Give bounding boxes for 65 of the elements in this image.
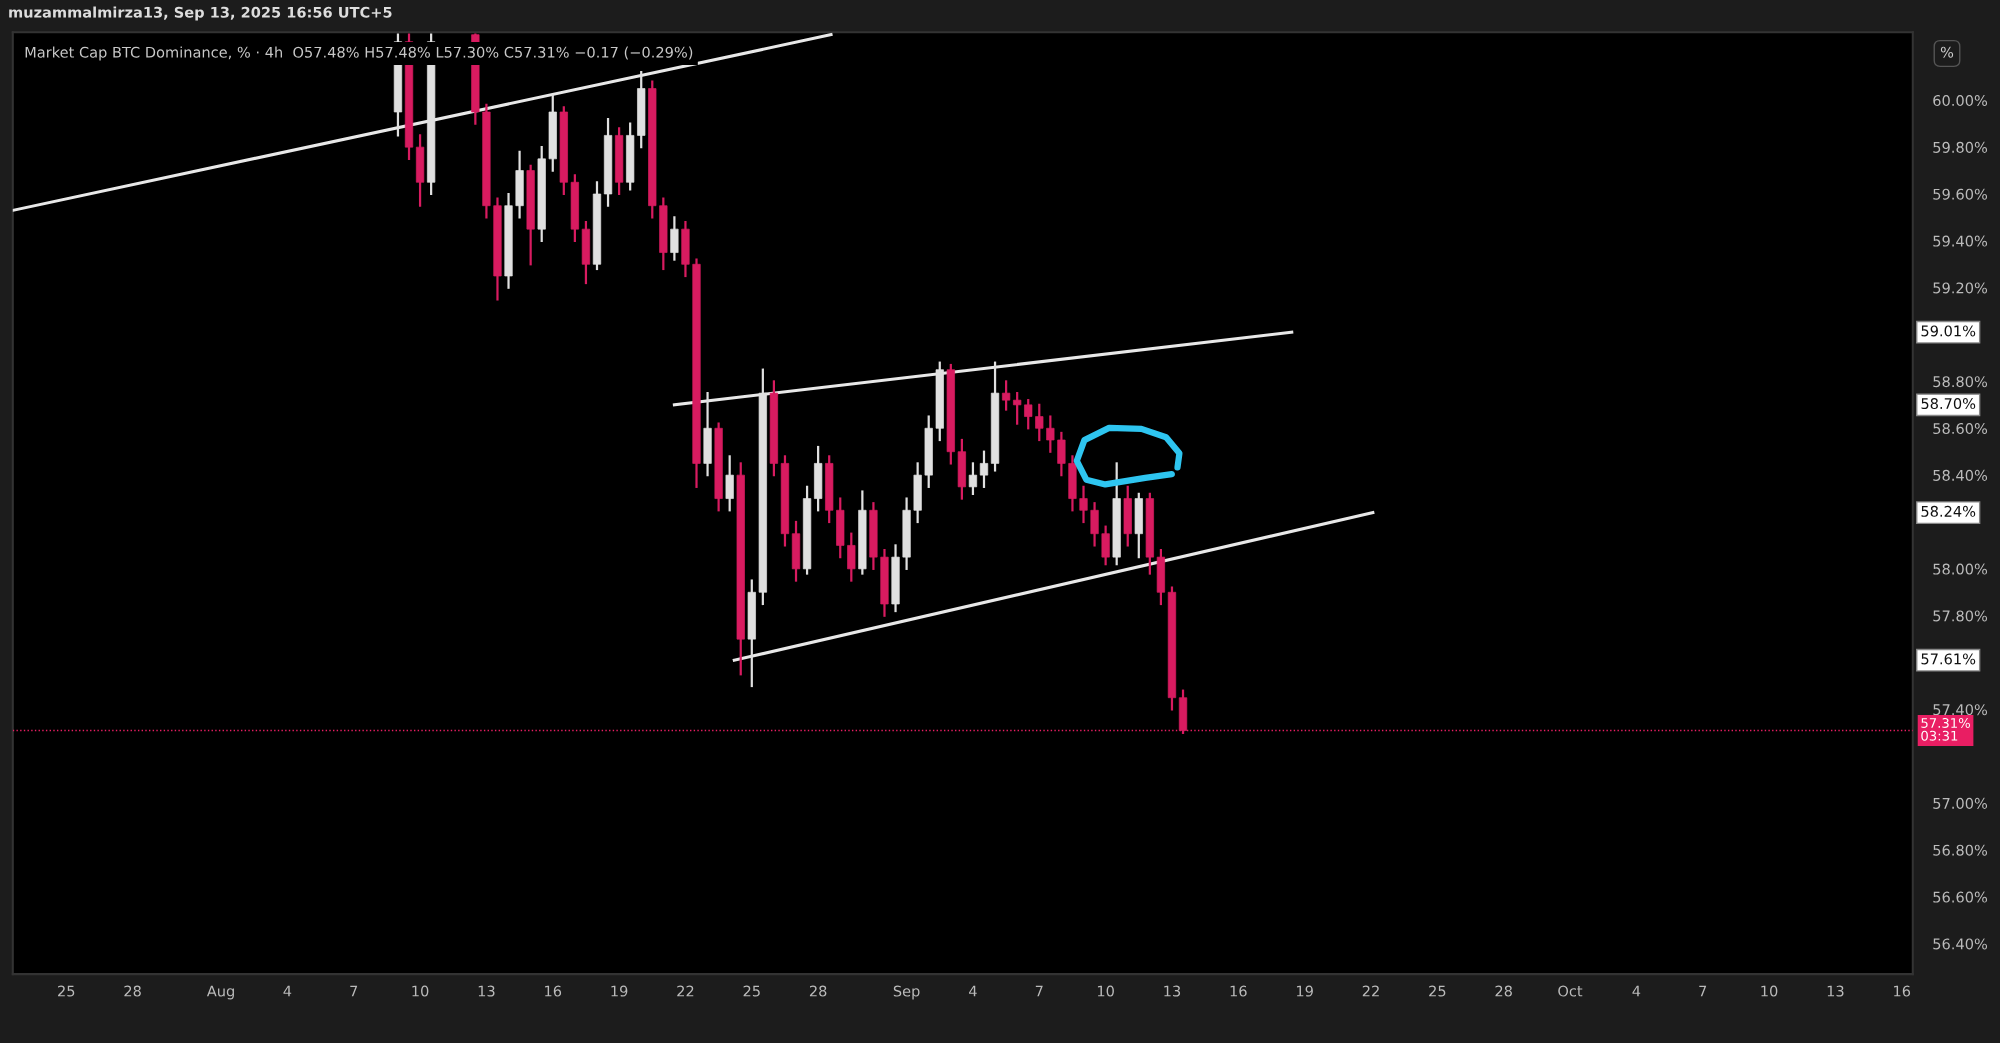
- x-tick-label: 4: [1632, 985, 1641, 997]
- x-tick-label: Oct: [1558, 985, 1583, 997]
- x-tick-label: 10: [412, 985, 429, 997]
- candlestick: [1057, 431, 1066, 477]
- x-tick-label: 16: [1894, 985, 1911, 997]
- candlestick: [725, 455, 734, 512]
- y-tick-label: 59.40%: [1933, 235, 1988, 247]
- text: 58.24%: [1921, 505, 1976, 517]
- candlestick: [968, 462, 978, 495]
- x-tick-label: 16: [545, 985, 562, 997]
- x-tick-label: 13: [1164, 985, 1181, 997]
- x-tick-label: 4: [283, 985, 292, 997]
- y-tick-label: 57.80%: [1933, 610, 1988, 622]
- x-tick-label: 13: [1827, 985, 1844, 997]
- y-tick-label: 56.80%: [1933, 844, 1988, 856]
- candlestick: [1002, 380, 1011, 411]
- candlestick: [1079, 485, 1088, 524]
- x-tick-label: 28: [1495, 985, 1512, 997]
- x-tick-label: 16: [1230, 985, 1247, 997]
- x-tick-label: 7: [1035, 985, 1043, 997]
- x-tick-label: 19: [1296, 985, 1313, 997]
- x-tick-label: 10: [1097, 985, 1114, 997]
- x-tick-label: Sep: [893, 985, 920, 1000]
- x-tick-label: 25: [743, 985, 760, 997]
- chart-subtitle: muzammalmirza13, Sep 13, 2025 16:56 UTC+5: [9, 6, 392, 21]
- y-tick-label: 60.00%: [1933, 94, 1988, 107]
- x-tick-label: 25: [58, 985, 75, 997]
- candlestick: [1035, 403, 1044, 442]
- candlestick: [847, 532, 856, 582]
- x-tick-label: 13: [478, 985, 495, 997]
- x-tick-label: 7: [1699, 985, 1707, 997]
- y-tick-label: 58.00%: [1933, 563, 1988, 575]
- x-tick-label: 28: [809, 985, 827, 997]
- x-tick-label: 22: [1362, 985, 1379, 997]
- x-tick-label: 22: [677, 985, 694, 997]
- text: 59.01%: [1921, 325, 1976, 337]
- text: %: [1940, 46, 1954, 58]
- y-tick-label: 56.40%: [1933, 938, 1988, 950]
- candlestick: [1024, 399, 1033, 430]
- x-tick-label: 25: [1429, 985, 1446, 997]
- x-tick-label: 7: [350, 985, 358, 997]
- x-tick-label: 10: [1761, 985, 1778, 997]
- y-tick-label: 56.60%: [1933, 891, 1988, 903]
- x-tick-label: 4: [969, 985, 977, 997]
- candlestick: [1046, 415, 1055, 453]
- candlestick: [979, 450, 989, 488]
- y-tick-label: 58.60%: [1933, 422, 1988, 435]
- x-tick-label: 28: [124, 985, 141, 997]
- candlestick: [670, 216, 679, 261]
- y-tick-label: 59.60%: [1933, 188, 1988, 200]
- y-tick-label: 57.00%: [1933, 797, 1988, 809]
- text: 58.70%: [1921, 398, 1976, 410]
- y-tick-label: 59.20%: [1933, 282, 1988, 294]
- x-tick-label: Aug: [206, 985, 234, 1000]
- x-tick-label: 19: [611, 985, 628, 997]
- y-tick-label: 59.80%: [1933, 141, 1988, 153]
- candlestick: [1101, 525, 1110, 566]
- ref-line-label: 57.31% 03:31: [1921, 717, 1970, 741]
- candlestick: [1090, 502, 1099, 547]
- y-tick-label: 58.80%: [1933, 376, 1988, 388]
- text: 57.61%: [1921, 653, 1976, 665]
- y-tick-label: 58.40%: [1933, 469, 1988, 481]
- candlestick: [1013, 392, 1022, 425]
- y-tick-label: 57.40%: [1933, 704, 1988, 716]
- text: Market Cap BTC Dominance, % · 4h O57.48% H57.48% L57.30% C57.31% −0.17 (−0.29%): [25, 46, 693, 61]
